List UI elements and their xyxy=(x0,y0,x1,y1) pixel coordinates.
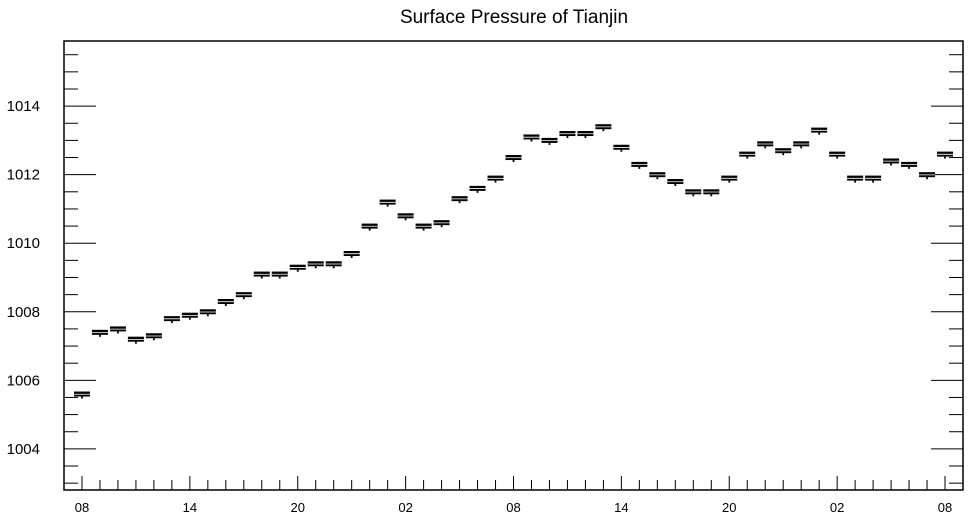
data-point xyxy=(325,261,342,269)
data-point xyxy=(811,127,828,135)
data-point xyxy=(775,148,792,156)
data-points xyxy=(73,124,954,399)
data-point xyxy=(289,264,306,272)
data-point xyxy=(829,151,846,159)
data-point xyxy=(451,196,468,204)
data-point xyxy=(469,185,486,193)
data-point xyxy=(703,189,720,197)
data-point xyxy=(487,175,504,183)
chart-title: Surface Pressure of Tianjin xyxy=(400,7,628,28)
data-point xyxy=(595,124,612,132)
data-point xyxy=(145,333,162,341)
axis-ticks xyxy=(64,54,963,490)
y-tick-label: 1014 xyxy=(7,98,40,115)
data-point xyxy=(793,141,810,149)
data-point xyxy=(919,172,936,180)
data-point xyxy=(739,151,756,159)
data-point xyxy=(109,326,126,334)
x-tick-label: 08 xyxy=(506,500,520,515)
data-point xyxy=(721,175,738,183)
data-point xyxy=(901,161,918,169)
x-tick-label: 14 xyxy=(183,500,197,515)
data-point xyxy=(577,131,594,139)
data-point xyxy=(253,271,270,279)
data-point xyxy=(757,141,774,149)
y-tick-label: 1006 xyxy=(7,372,40,389)
plot-frame xyxy=(63,40,964,491)
data-point xyxy=(613,144,630,152)
data-point xyxy=(685,189,702,197)
data-point xyxy=(937,151,954,159)
data-point xyxy=(217,298,234,306)
data-point xyxy=(505,155,522,163)
data-point xyxy=(163,316,180,324)
data-point xyxy=(235,292,252,300)
data-point xyxy=(649,172,666,180)
y-tick-label: 1008 xyxy=(7,304,40,321)
data-point xyxy=(559,131,576,139)
data-point xyxy=(181,312,198,320)
data-point xyxy=(397,213,414,221)
y-axis-labels: 1004 1006 1008 1010 1012 1014 xyxy=(7,98,40,458)
y-tick-label: 1004 xyxy=(7,441,40,458)
y-tick-label: 1012 xyxy=(7,167,40,184)
x-axis-labels: 08 14 20 02 08 14 20 02 08 xyxy=(75,500,953,515)
x-tick-label: 20 xyxy=(291,500,305,515)
data-point xyxy=(541,137,558,145)
x-tick-label: 02 xyxy=(830,500,844,515)
data-point xyxy=(433,220,450,228)
data-point xyxy=(523,134,540,142)
data-point xyxy=(667,179,684,187)
data-point xyxy=(91,329,108,337)
data-point xyxy=(271,271,288,279)
data-point xyxy=(127,336,144,344)
data-point xyxy=(307,261,324,269)
data-point xyxy=(73,391,90,399)
data-point xyxy=(865,175,882,183)
data-point xyxy=(361,223,378,231)
x-tick-label: 08 xyxy=(938,500,952,515)
x-tick-label: 08 xyxy=(75,500,89,515)
data-point xyxy=(199,309,216,317)
x-tick-label: 14 xyxy=(614,500,628,515)
data-point xyxy=(379,199,396,207)
x-tick-label: 20 xyxy=(722,500,736,515)
data-point xyxy=(631,161,648,169)
data-point xyxy=(847,175,864,183)
y-tick-label: 1010 xyxy=(7,235,40,252)
x-tick-label: 02 xyxy=(398,500,412,515)
data-point xyxy=(415,223,432,231)
data-point xyxy=(343,251,360,259)
data-point xyxy=(883,158,900,166)
